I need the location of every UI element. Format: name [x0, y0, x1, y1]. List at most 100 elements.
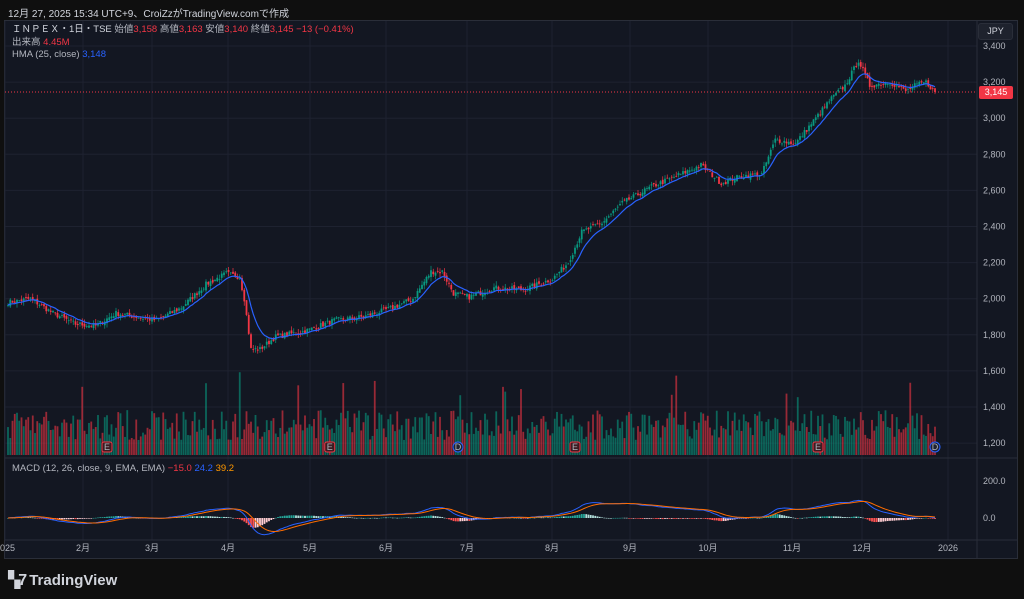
candle-body — [126, 312, 129, 315]
volume-bar — [830, 435, 833, 455]
candle-body — [533, 283, 536, 288]
volume-bar — [522, 431, 525, 455]
candle-body — [475, 293, 477, 296]
close-label: 終値 — [250, 24, 270, 35]
candle-body — [889, 84, 891, 86]
macd-histogram-bar — [643, 518, 646, 519]
candle-body — [772, 144, 774, 149]
macd-histogram-bar — [358, 517, 360, 519]
macd-histogram-bar — [819, 516, 822, 518]
volume-bar — [700, 412, 702, 455]
volume-bar — [281, 410, 284, 455]
candle-body — [416, 291, 419, 299]
macd-histogram-bar — [679, 518, 682, 519]
currency-button[interactable]: JPY — [978, 23, 1013, 40]
candle-body — [292, 332, 295, 334]
macd-histogram-bar — [450, 518, 453, 521]
macd-histogram-bar — [355, 517, 358, 519]
candle-body — [394, 305, 396, 310]
volume-bar — [475, 427, 477, 455]
macd-histogram-bar — [526, 518, 529, 519]
candle-body — [403, 301, 405, 304]
candle-body — [531, 283, 534, 287]
volume-bar — [634, 439, 637, 455]
candle-body — [391, 305, 394, 310]
macd-histogram-bar — [25, 517, 27, 518]
candle-body — [819, 114, 822, 116]
volume-bar — [641, 414, 644, 455]
volume-bar — [299, 424, 302, 455]
candle-body — [614, 208, 617, 210]
macd-histogram-bar — [902, 518, 905, 521]
candle-body — [398, 304, 401, 310]
macd-histogram-bar — [628, 518, 630, 519]
candle-body — [72, 320, 75, 322]
macd-histogram-bar — [364, 517, 367, 519]
candle-body — [286, 332, 288, 337]
macd-histogram-bar — [238, 518, 241, 520]
candle-body — [810, 124, 813, 127]
volume-bar — [736, 430, 738, 455]
candle-body — [301, 331, 304, 333]
candle-body — [378, 312, 381, 316]
volume-bar — [137, 439, 140, 455]
volume-bar — [349, 426, 351, 455]
macd-histogram-bar — [522, 518, 525, 519]
volume-bar — [351, 432, 354, 455]
macd-histogram-bar — [223, 516, 225, 518]
candle-body — [549, 281, 552, 283]
macd-histogram-bar — [742, 518, 745, 519]
volume-bar — [535, 424, 538, 455]
candle-body — [871, 85, 873, 87]
hma-label[interactable]: HMA (25, close) — [12, 49, 80, 60]
macd-histogram-bar — [580, 514, 583, 518]
macd-histogram-bar — [97, 517, 99, 519]
y-tick-label: 2,400 — [983, 222, 1006, 232]
candle-body — [562, 267, 565, 270]
volume-bar — [171, 422, 174, 455]
macd-histogram-bar — [920, 518, 923, 519]
last-price-tag: 3,145 — [979, 86, 1013, 99]
macd-histogram-bar — [877, 518, 880, 522]
macd-histogram-bar — [859, 517, 862, 518]
macd-histogram-bar — [380, 517, 383, 519]
candle-body — [220, 273, 223, 278]
volume-bar — [540, 418, 543, 455]
candle-body — [650, 184, 653, 186]
macd-legend[interactable]: MACD (12, 26, close, 9, EMA, EMA) −15.0 … — [12, 463, 234, 474]
volume-bar — [128, 439, 131, 455]
close-value: 3,145 — [269, 24, 294, 35]
macd-histogram-bar — [92, 517, 95, 519]
volume-value: 4.45M — [43, 36, 70, 48]
volume-bar — [72, 415, 75, 455]
volume-bar — [353, 413, 356, 455]
macd-histogram-bar — [353, 517, 356, 519]
candle-body — [686, 170, 689, 174]
macd-histogram-bar — [236, 518, 239, 519]
symbol-name[interactable]: ＩＮＰＥＸ・1日・TSE — [12, 24, 112, 35]
volume-bar — [184, 419, 187, 455]
macd-histogram-bar — [281, 516, 284, 518]
candle-body — [868, 76, 871, 87]
candle-body — [83, 323, 86, 327]
macd-histogram-bar — [738, 518, 741, 519]
candle-body — [841, 86, 844, 90]
candle-body — [909, 87, 912, 90]
candle-body — [130, 316, 133, 318]
volume-bar — [607, 435, 610, 455]
macd-histogram-bar — [252, 518, 255, 528]
tradingview-logo[interactable]: ▚7 TradingView — [8, 570, 117, 590]
macd-histogram-bar — [650, 518, 653, 519]
candle-body — [675, 175, 678, 177]
volume-label[interactable]: 出来高 — [12, 36, 41, 48]
candle-body — [787, 141, 790, 145]
volume-bar — [155, 417, 158, 455]
candle-body — [362, 316, 365, 318]
candle-body — [360, 314, 363, 317]
volume-bar — [468, 434, 471, 455]
volume-bar — [27, 417, 30, 455]
macd-histogram-bar — [351, 517, 354, 519]
candle-body — [790, 141, 792, 145]
volume-bar — [727, 411, 729, 455]
